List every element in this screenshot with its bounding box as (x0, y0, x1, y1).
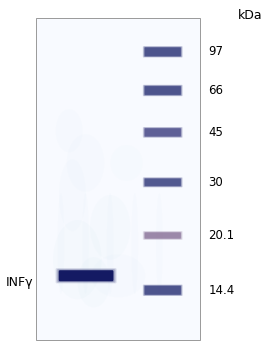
FancyBboxPatch shape (144, 178, 182, 187)
Text: 14.4: 14.4 (208, 284, 235, 297)
FancyBboxPatch shape (36, 18, 200, 340)
FancyBboxPatch shape (58, 270, 114, 282)
FancyBboxPatch shape (55, 268, 116, 283)
FancyBboxPatch shape (145, 286, 181, 294)
Text: INFγ: INFγ (6, 276, 33, 289)
FancyBboxPatch shape (145, 48, 181, 56)
FancyBboxPatch shape (144, 85, 182, 96)
FancyBboxPatch shape (59, 270, 114, 281)
FancyBboxPatch shape (144, 127, 182, 137)
Ellipse shape (90, 195, 130, 260)
FancyBboxPatch shape (144, 128, 181, 137)
FancyBboxPatch shape (144, 231, 182, 239)
FancyBboxPatch shape (143, 231, 183, 240)
Text: 45: 45 (208, 126, 223, 139)
FancyBboxPatch shape (143, 127, 183, 138)
FancyBboxPatch shape (144, 232, 181, 239)
FancyBboxPatch shape (143, 177, 183, 188)
FancyBboxPatch shape (144, 86, 181, 95)
FancyBboxPatch shape (143, 85, 183, 96)
FancyBboxPatch shape (59, 270, 114, 281)
FancyBboxPatch shape (144, 178, 181, 186)
FancyBboxPatch shape (144, 285, 181, 295)
FancyBboxPatch shape (143, 284, 183, 296)
Text: 97: 97 (208, 45, 224, 58)
FancyBboxPatch shape (144, 47, 181, 57)
FancyBboxPatch shape (56, 269, 116, 283)
Text: kDa: kDa (238, 9, 262, 22)
Text: 20.1: 20.1 (208, 229, 235, 242)
FancyBboxPatch shape (145, 86, 181, 95)
Ellipse shape (53, 220, 101, 299)
Text: 30: 30 (208, 176, 223, 189)
FancyBboxPatch shape (145, 129, 181, 136)
FancyBboxPatch shape (145, 233, 181, 238)
FancyBboxPatch shape (143, 46, 183, 58)
FancyBboxPatch shape (144, 285, 182, 296)
FancyBboxPatch shape (144, 47, 182, 57)
Ellipse shape (78, 257, 110, 307)
Text: 66: 66 (208, 84, 224, 97)
FancyBboxPatch shape (145, 179, 181, 186)
